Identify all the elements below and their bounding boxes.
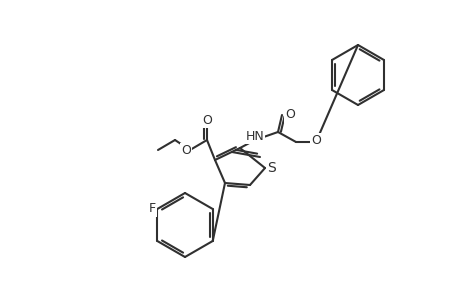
Text: O: O: [310, 134, 320, 146]
Text: HN: HN: [245, 130, 264, 142]
Text: O: O: [285, 109, 294, 122]
Text: F: F: [148, 202, 156, 215]
Text: S: S: [267, 161, 276, 175]
Text: O: O: [181, 143, 190, 157]
Text: O: O: [202, 113, 212, 127]
